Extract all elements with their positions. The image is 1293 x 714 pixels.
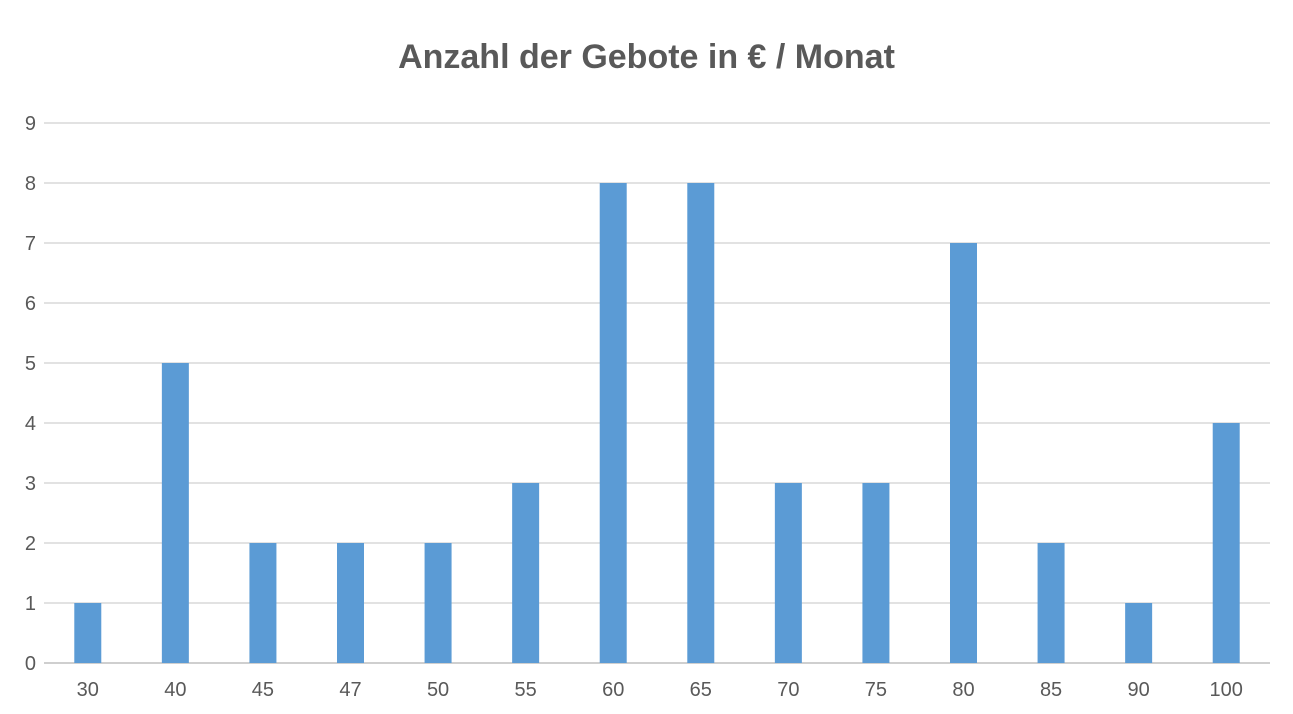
- bar: [1212, 423, 1240, 663]
- y-tick-label: 5: [25, 353, 36, 375]
- y-tick-label: 0: [25, 653, 36, 675]
- bar: [599, 183, 627, 663]
- x-tick-label: 75: [865, 679, 887, 701]
- y-tick-label: 7: [25, 233, 36, 255]
- bar: [249, 543, 277, 663]
- bar: [1125, 603, 1153, 663]
- y-tick-label: 8: [25, 173, 36, 195]
- bar: [512, 483, 540, 663]
- x-tick-label: 70: [777, 679, 799, 701]
- x-tick-label: 100: [1210, 679, 1243, 701]
- x-tick-label: 65: [690, 679, 712, 701]
- x-tick-label: 47: [339, 679, 361, 701]
- y-tick-label: 1: [25, 593, 36, 615]
- bar: [424, 543, 452, 663]
- y-tick-label: 4: [25, 413, 36, 435]
- y-tick-label: 9: [25, 113, 36, 135]
- x-tick-label: 45: [252, 679, 274, 701]
- x-tick-label: 40: [164, 679, 186, 701]
- bar: [337, 543, 364, 663]
- y-tick-label: 2: [25, 533, 36, 555]
- x-tick-label: 55: [515, 679, 537, 701]
- y-tick-label: 3: [25, 473, 36, 495]
- bar: [74, 603, 102, 663]
- x-tick-label: 85: [1040, 679, 1062, 701]
- bar: [950, 243, 977, 663]
- x-tick-label: 30: [77, 679, 99, 701]
- chart-title: Anzahl der Gebote in € / Monat: [398, 38, 895, 76]
- bar: [862, 483, 890, 663]
- bar: [774, 483, 802, 663]
- x-tick-label: 90: [1128, 679, 1150, 701]
- y-tick-label: 6: [25, 293, 36, 315]
- x-tick-label: 60: [602, 679, 624, 701]
- x-tick-label: 80: [952, 679, 974, 701]
- bar: [1037, 543, 1065, 663]
- bar: [161, 363, 189, 663]
- x-tick-label: 50: [427, 679, 449, 701]
- bar: [687, 183, 715, 663]
